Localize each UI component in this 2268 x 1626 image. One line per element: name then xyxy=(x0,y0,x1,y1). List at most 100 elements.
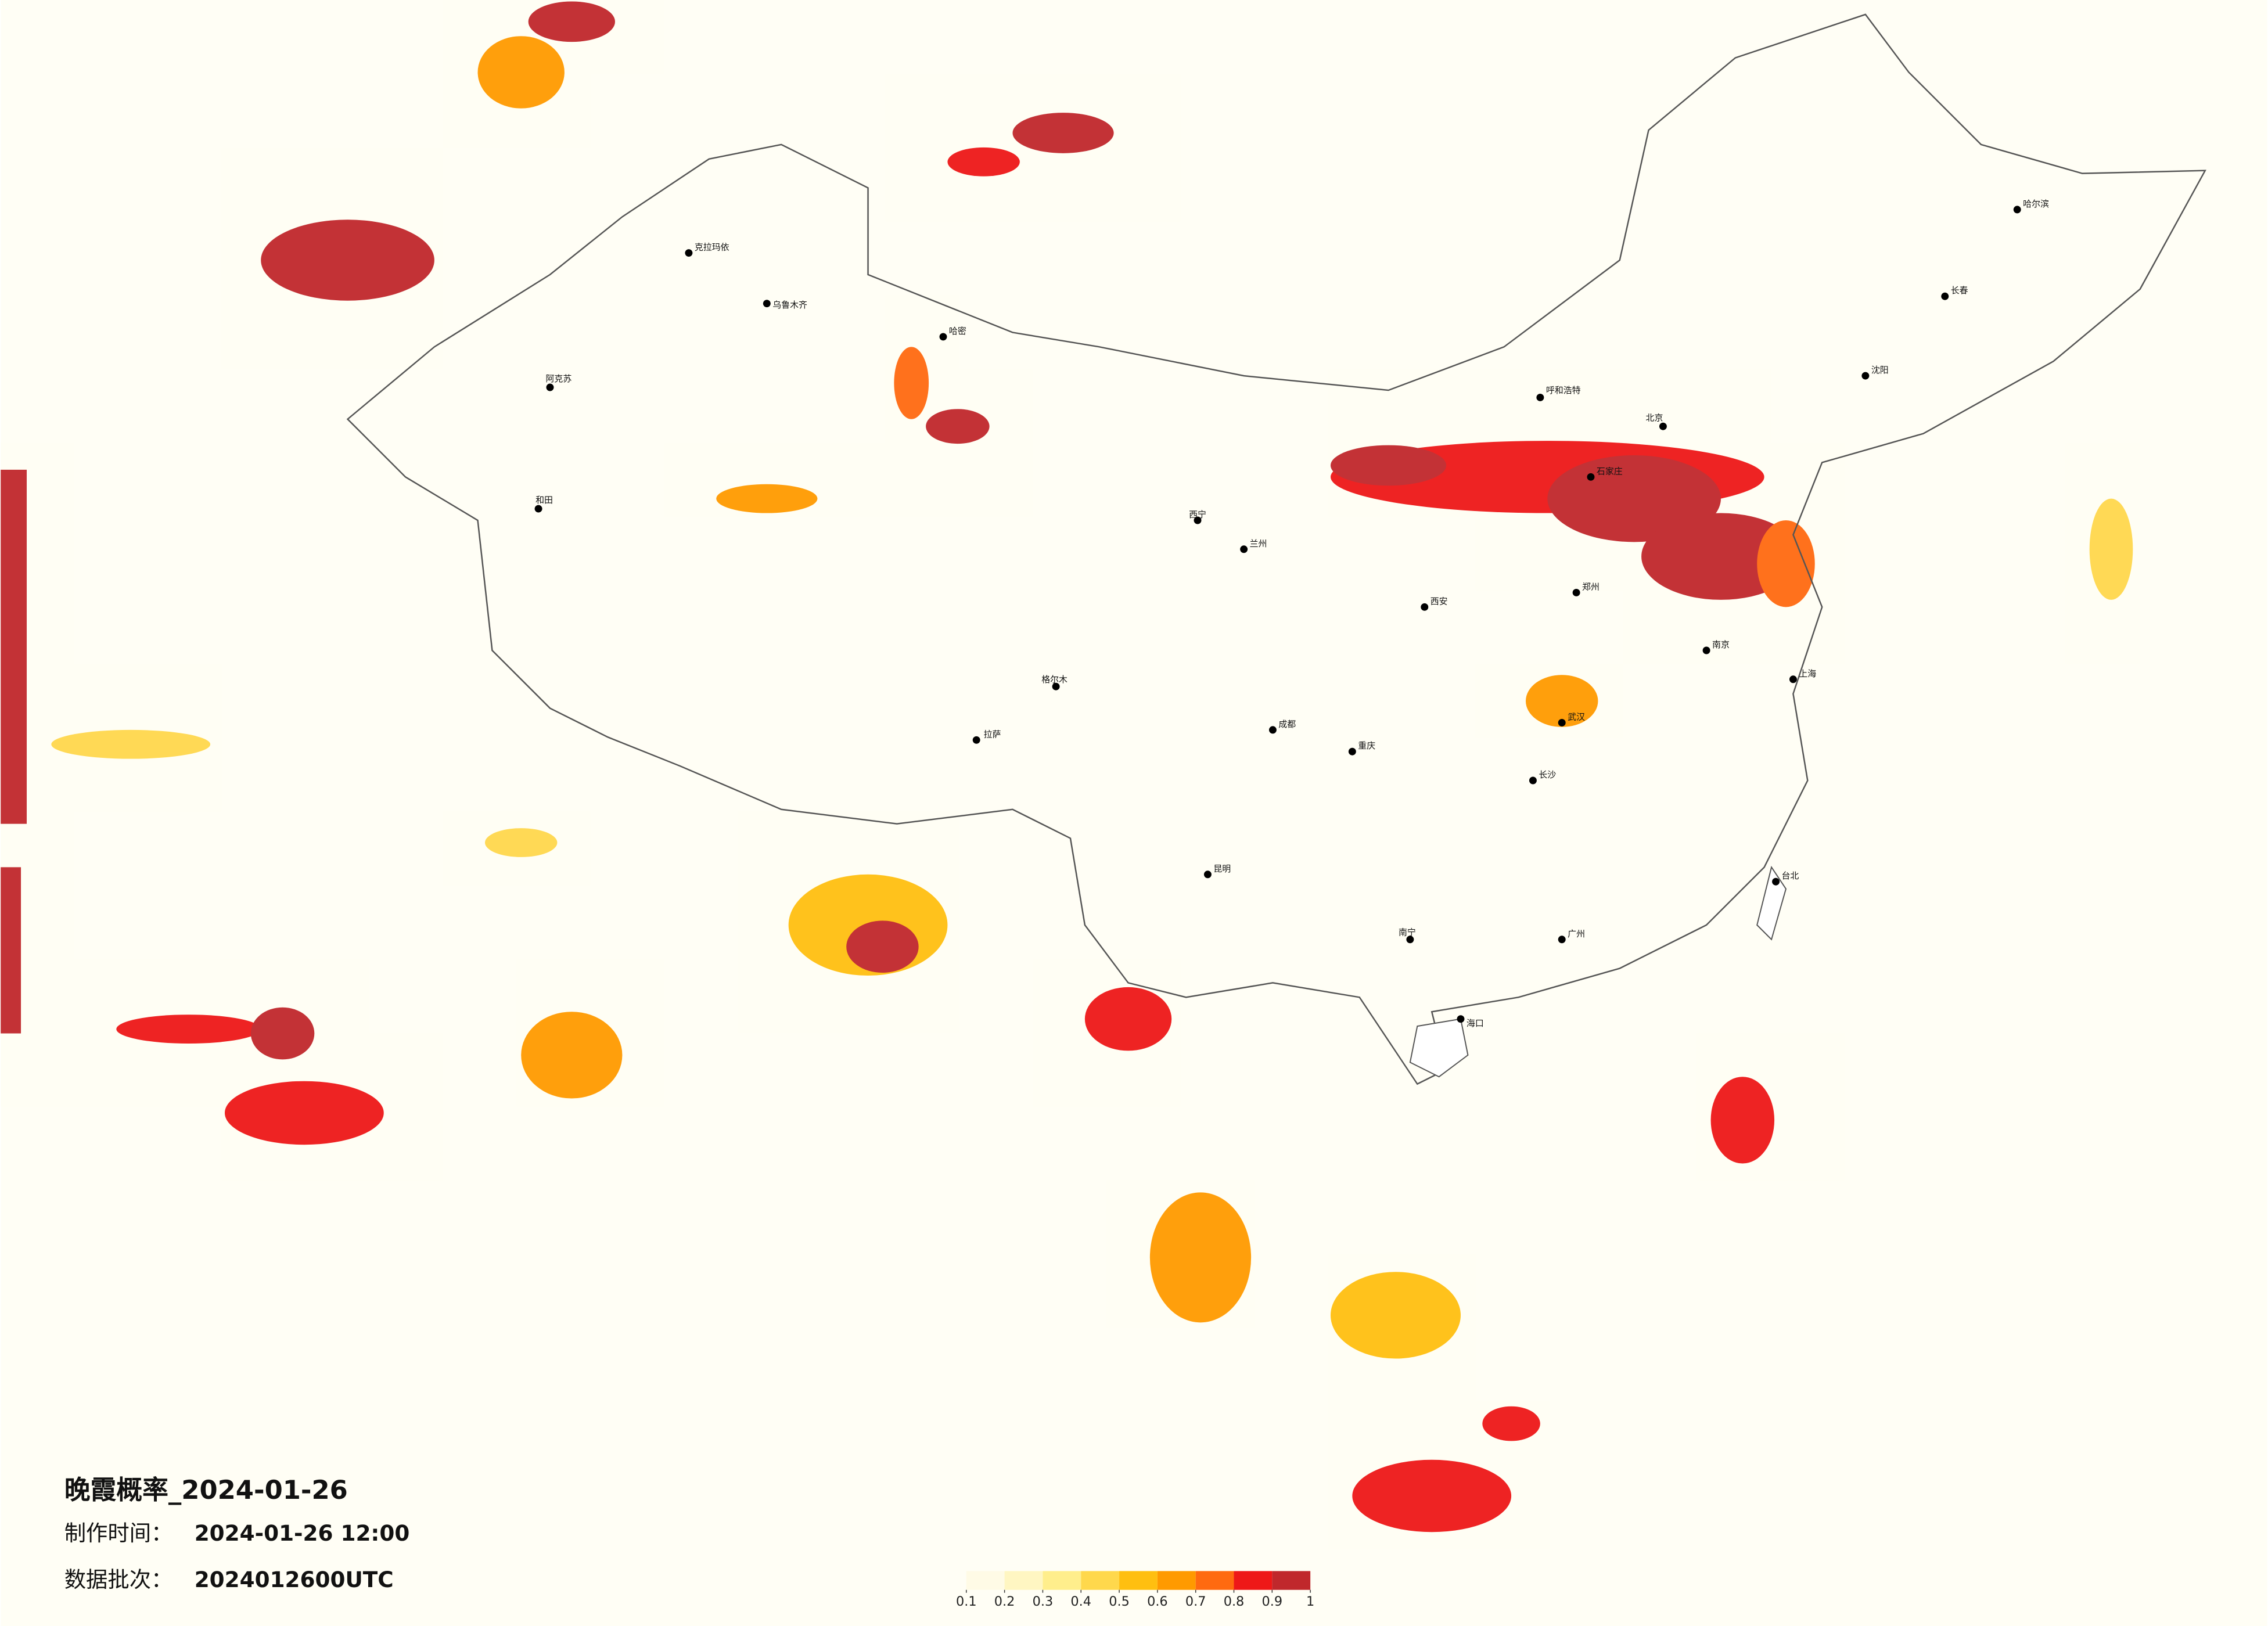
colorbar-swatch xyxy=(1157,1571,1196,1590)
island-outline xyxy=(1756,865,1787,941)
country-outline xyxy=(346,13,2206,1085)
city-label: 昆明 xyxy=(1213,864,1231,874)
heat-patch xyxy=(1330,445,1447,486)
city-label: 台北 xyxy=(1782,870,1799,881)
city: 北京 xyxy=(1646,412,1667,430)
city: 呼和浩特 xyxy=(1536,385,1581,401)
city: 和田 xyxy=(534,495,553,513)
city: 阿克苏 xyxy=(546,373,572,391)
city-label: 长春 xyxy=(1951,285,1968,296)
colorbar-swatch xyxy=(966,1571,1005,1590)
heat-patch xyxy=(1149,1192,1252,1323)
heat-patch xyxy=(1525,675,1598,727)
city-label: 上海 xyxy=(1799,668,1816,679)
city-label: 西宁 xyxy=(1189,509,1206,520)
city-label: 和田 xyxy=(535,495,553,505)
info-label: 数据批次： xyxy=(64,1567,173,1592)
heat-patch xyxy=(261,220,434,301)
city: 重庆 xyxy=(1348,740,1375,756)
city-label: 西安 xyxy=(1430,596,1448,606)
colorbar-swatch xyxy=(1234,1571,1273,1590)
city-label: 广州 xyxy=(1568,929,1585,939)
city-label: 武汉 xyxy=(1568,711,1585,722)
city: 克拉玛依 xyxy=(685,242,729,257)
heat-patch xyxy=(947,147,1020,177)
colorbar-swatch xyxy=(1081,1571,1120,1590)
heat-patch xyxy=(1,867,21,1034)
colorbar-tick-label: 0.9 xyxy=(1262,1594,1283,1609)
city-label: 北京 xyxy=(1646,412,1663,423)
city-label: 南宁 xyxy=(1399,927,1416,937)
colorbar: 0.1 0.2 0.3 0.4 0.5 0.6 0.7 0.8 0.9 1 xyxy=(956,1571,1314,1609)
heat-patch xyxy=(1084,987,1172,1051)
city: 武汉 xyxy=(1558,711,1585,726)
city-label: 乌鲁木齐 xyxy=(772,300,807,310)
heat-patch xyxy=(894,347,929,419)
colorbar-tick-label: 0.7 xyxy=(1185,1594,1206,1609)
heat-patch xyxy=(1482,1406,1540,1441)
colorbar-swatch xyxy=(1043,1571,1081,1590)
city: 乌鲁木齐 xyxy=(763,300,807,310)
colorbar-swatch xyxy=(1004,1571,1043,1590)
city: 西安 xyxy=(1421,596,1448,611)
heat-patch xyxy=(1,469,27,824)
city: 郑州 xyxy=(1572,581,1600,596)
city: 南京 xyxy=(1702,639,1730,654)
city-label: 呼和浩特 xyxy=(1546,385,1581,395)
city-layer: 克拉玛依 乌鲁木齐 哈密 阿克苏 和田 格尔木 西宁 兰州 拉萨 呼和浩特 北京… xyxy=(534,199,2049,1028)
heat-patch xyxy=(846,920,919,973)
city: 格尔木 xyxy=(1041,674,1067,690)
city: 西宁 xyxy=(1189,509,1206,524)
colorbar-tick-label: 0.1 xyxy=(956,1594,977,1609)
city-label: 长沙 xyxy=(1539,769,1556,780)
heat-patch xyxy=(1710,1077,1775,1164)
city-label: 拉萨 xyxy=(984,729,1001,739)
city-label: 重庆 xyxy=(1358,740,1375,751)
heat-patch xyxy=(2089,498,2133,600)
heat-patch xyxy=(716,484,818,513)
heat-patch xyxy=(224,1081,384,1145)
colorbar-tick-label: 0.5 xyxy=(1109,1594,1130,1609)
colorbar-swatch xyxy=(1195,1571,1234,1590)
heat-patch xyxy=(521,1012,623,1099)
colorbar-tick-label: 0.6 xyxy=(1147,1594,1168,1609)
city: 昆明 xyxy=(1203,864,1231,879)
city-label: 沈阳 xyxy=(1871,365,1889,375)
city-label: 海口 xyxy=(1467,1018,1484,1028)
colorbar-tick-label: 0.4 xyxy=(1070,1594,1091,1609)
info-label: 制作时间： xyxy=(64,1520,173,1546)
city-label: 克拉玛依 xyxy=(695,242,729,253)
city-label: 石家庄 xyxy=(1597,466,1623,476)
heat-patch xyxy=(51,729,211,759)
info-value: 2024012600UTC xyxy=(195,1567,394,1592)
city: 长沙 xyxy=(1529,769,1556,785)
colorbar-swatch xyxy=(1272,1571,1311,1590)
city-label: 格尔木 xyxy=(1041,674,1067,685)
city-label: 郑州 xyxy=(1582,581,1600,592)
city-label: 成都 xyxy=(1278,719,1296,729)
colorbar-tick-label: 0.2 xyxy=(994,1594,1015,1609)
city: 上海 xyxy=(1789,668,1816,684)
city-label: 哈密 xyxy=(949,326,966,336)
heat-patch xyxy=(1757,520,1815,607)
city: 兰州 xyxy=(1240,538,1267,553)
colorbar-tick-label: 0.8 xyxy=(1224,1594,1245,1609)
info-value: 2024-01-26 12:00 xyxy=(195,1520,410,1546)
city: 成都 xyxy=(1268,719,1296,734)
map-title: 晚霞概率_2024-01-26 xyxy=(64,1474,348,1505)
city: 哈密 xyxy=(939,326,966,341)
city: 长春 xyxy=(1941,285,1968,300)
city-label: 兰州 xyxy=(1250,538,1267,549)
heat-patch xyxy=(484,828,558,857)
heat-patch xyxy=(250,1007,315,1060)
heat-patch xyxy=(116,1015,261,1044)
city-label: 哈尔滨 xyxy=(2023,199,2049,209)
city-label: 南京 xyxy=(1712,639,1730,650)
city: 广州 xyxy=(1558,929,1585,944)
city: 海口 xyxy=(1457,1015,1484,1028)
colorbar-swatch xyxy=(1119,1571,1158,1590)
heat-patch xyxy=(1330,1272,1461,1359)
